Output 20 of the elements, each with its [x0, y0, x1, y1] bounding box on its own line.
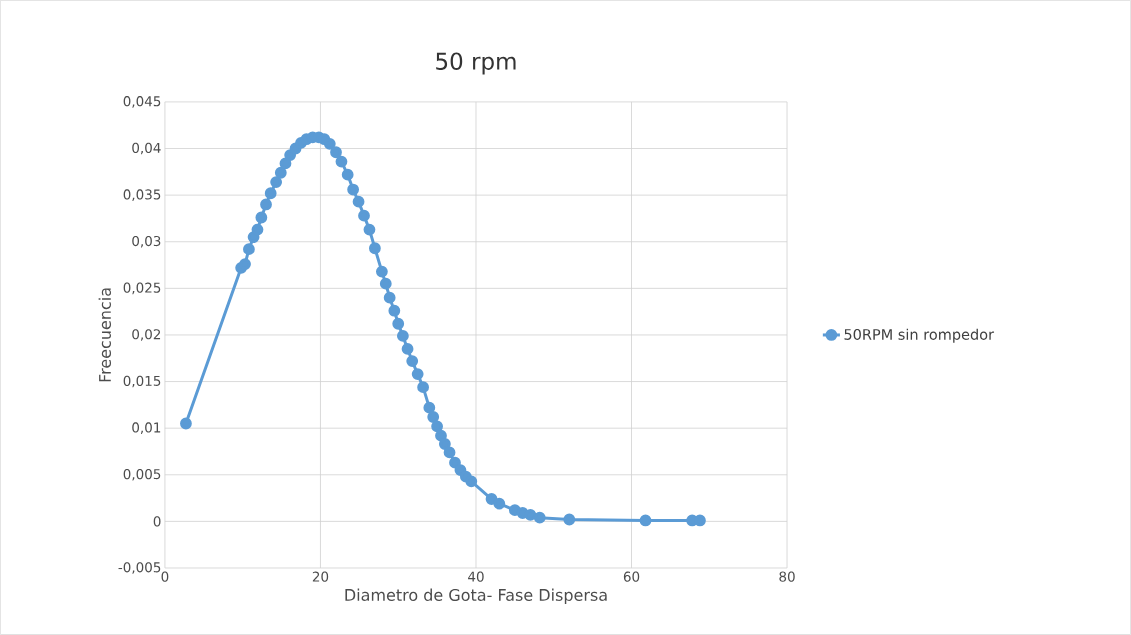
x-axis-title: Diametro de Gota- Fase Dispersa: [345, 588, 607, 605]
y-axis-title: Freecuencia: [98, 288, 111, 382]
x-tick-label: 0: [161, 571, 169, 582]
x-tick-label: 60: [623, 571, 640, 582]
x-tick-label: 40: [468, 571, 484, 582]
y-tick-label: 0,045: [123, 96, 161, 108]
y-tick-label: 0,005: [123, 469, 161, 481]
chart-title: 50 rpm: [436, 52, 516, 75]
x-tick-label: 20: [312, 571, 329, 582]
legend-label: 50RPM sin rompedor: [844, 328, 995, 343]
y-tick-label: 0,03: [132, 235, 161, 248]
x-tick-label: 80: [779, 571, 795, 582]
y-tick-label: 0,025: [123, 282, 161, 295]
y-tick-label: -0,005: [118, 562, 161, 574]
y-tick-label: 0,015: [123, 375, 161, 388]
y-tick-label: 0,035: [123, 189, 161, 201]
y-tick-label: 0: [153, 516, 161, 527]
y-tick-label: 0,01: [132, 422, 161, 435]
y-tick-label: 0,04: [132, 142, 161, 155]
y-tick-label: 0,02: [132, 329, 161, 341]
